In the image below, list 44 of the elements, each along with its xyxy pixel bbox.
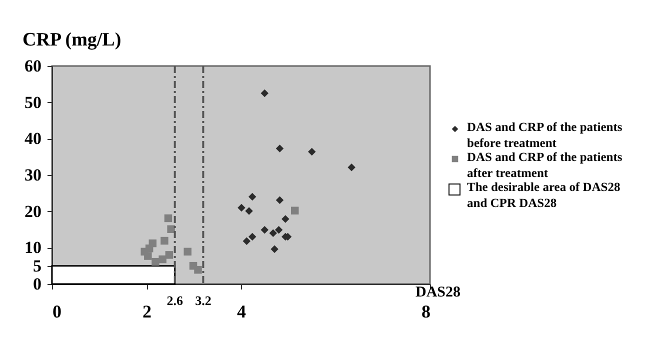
point	[165, 251, 174, 259]
y-tick-label: 30	[24, 166, 42, 184]
x-tick-label: 2	[142, 302, 152, 322]
point	[158, 255, 166, 264]
point	[242, 237, 251, 245]
legend-label: DAS and CRP of the patients before treatment	[467, 120, 622, 150]
point	[260, 226, 268, 234]
point	[160, 236, 168, 245]
y-tick-label: 50	[24, 92, 42, 112]
point	[194, 266, 202, 274]
legend-label: The desirable area of DAS28 and CPR DAS28	[467, 180, 620, 210]
point	[167, 225, 175, 234]
y-tick-label: 5	[33, 256, 42, 276]
point	[248, 232, 256, 241]
legend-label: DAS and CRP of the patients after treatment	[467, 150, 622, 180]
point	[248, 192, 256, 201]
point	[290, 206, 299, 214]
point	[282, 215, 290, 223]
x-axis-title: DAS28	[416, 284, 461, 300]
y-tick-label: 10	[24, 238, 42, 258]
point	[270, 245, 278, 253]
point	[238, 204, 246, 212]
ref-line-label: 3.2	[195, 293, 212, 308]
point	[184, 248, 192, 256]
point	[269, 229, 278, 238]
x-tick-label: 0	[52, 302, 62, 322]
y-tick-label: 20	[24, 202, 42, 221]
x-tick-label: 4	[237, 302, 246, 322]
point	[260, 89, 268, 98]
point	[276, 196, 284, 204]
y-axis-title: CRP (mg/L)	[22, 30, 122, 50]
point	[164, 214, 172, 222]
x-tick-label: 8	[422, 302, 430, 322]
point	[308, 148, 316, 156]
point	[348, 163, 356, 172]
point	[245, 207, 253, 215]
y-tick-label: 40	[24, 129, 42, 148]
point	[152, 258, 160, 266]
point	[274, 226, 283, 234]
point	[276, 144, 284, 152]
ref-line-label: 2.6	[166, 293, 184, 308]
y-tick-label: 60	[24, 56, 42, 76]
point	[144, 252, 152, 260]
y-tick-label: 0	[33, 274, 42, 294]
